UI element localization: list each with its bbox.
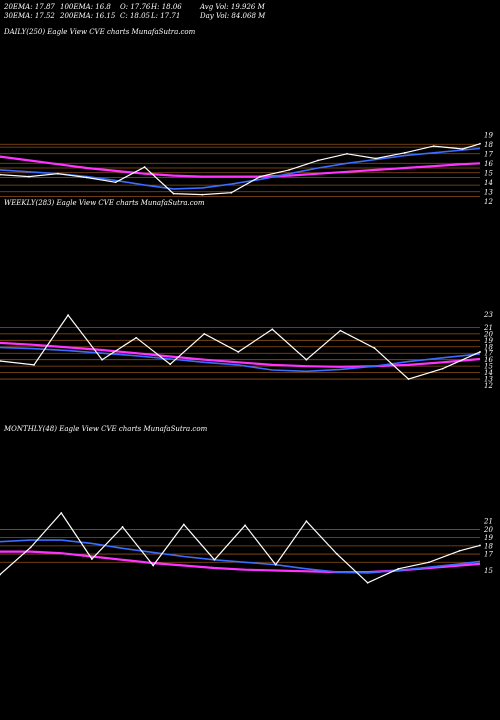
price-point (28, 175, 30, 178)
price-point (91, 558, 93, 560)
y-tick-label: 19 (484, 131, 493, 139)
y-tick-label: 18 (484, 343, 493, 351)
price-point (0, 173, 1, 176)
price-point (0, 360, 1, 362)
price-point (56, 172, 59, 175)
price-point (230, 191, 233, 194)
price-line (0, 143, 481, 196)
y-tick-label: 20 (483, 526, 493, 534)
price-point (274, 563, 277, 566)
ema-long-line (0, 155, 481, 178)
y-tick-label: 12 (484, 382, 493, 390)
low-stat: L: 17.71 (151, 12, 181, 20)
price-point (375, 157, 377, 160)
price-point (0, 573, 1, 576)
price-point (203, 332, 206, 335)
price-point (29, 546, 32, 549)
open-stat: O: 17.76 (120, 3, 151, 11)
ema-short-line (0, 539, 481, 574)
y-tick-label: 12 (484, 198, 493, 206)
price-point (305, 358, 308, 361)
ema100-stat: 100EMA: 16.8 (60, 3, 111, 11)
price-point (432, 145, 435, 148)
y-tick-label: 23 (483, 311, 493, 319)
price-point (33, 363, 35, 366)
price-point (407, 378, 410, 380)
y-tick-label: 14 (484, 369, 493, 377)
price-point (288, 169, 291, 171)
y-tick-label: 17 (484, 150, 493, 158)
price-point (121, 526, 124, 528)
y-tick-label: 16 (484, 356, 493, 364)
price-point (441, 367, 444, 370)
price-point (458, 549, 461, 552)
price-point (169, 363, 172, 366)
price-point (237, 351, 240, 353)
price-point (336, 553, 338, 555)
price-point (201, 193, 204, 196)
y-tick-label: 14 (484, 179, 493, 187)
y-tick-label: 15 (484, 567, 493, 575)
ema20-stat: 20EMA: 17.87 (4, 3, 55, 11)
price-point (143, 166, 146, 168)
price-point (244, 524, 247, 527)
price-point (172, 192, 175, 195)
price-point (114, 181, 117, 184)
ema-long-line (0, 341, 481, 368)
price-point (461, 148, 464, 150)
y-tick-label: 21 (483, 324, 493, 332)
price-point (182, 523, 185, 526)
avg-volume-stat: Avg Vol: 19.926 M (200, 3, 265, 11)
price-point (479, 142, 481, 145)
price-point (397, 567, 400, 570)
y-tick-label: 21 (483, 518, 493, 526)
y-tick-label: 13 (484, 376, 493, 384)
y-tick-label: 19 (484, 337, 493, 345)
ema-short-line (0, 147, 481, 190)
high-stat: H: 18.06 (151, 3, 182, 11)
y-tick-label: 15 (484, 363, 493, 371)
price-point (101, 358, 104, 361)
y-tick-label: 17 (484, 551, 493, 559)
price-point (85, 176, 88, 179)
price-point (373, 347, 376, 349)
price-point (479, 544, 481, 547)
price-point (259, 175, 262, 178)
ema30-stat: 30EMA: 17.52 (4, 12, 55, 20)
daily-chart-title: DAILY(250) Eagle View CVE charts MunafaS… (4, 28, 196, 36)
day-volume-stat: Day Vol: 84.068 M (200, 12, 266, 20)
ema200-stat: 200EMA: 16.15 (60, 12, 116, 20)
y-tick-label: 18 (484, 542, 493, 550)
monthly-chart-title: MONTHLY(48) Eagle View CVE charts Munafa… (4, 425, 208, 433)
price-point (271, 328, 274, 331)
price-point (339, 329, 342, 332)
price-point (152, 564, 155, 567)
y-tick-label: 13 (484, 188, 493, 196)
price-point (317, 159, 319, 162)
price-point (403, 151, 406, 154)
weekly-chart-title: WEEKLY(283) Eagle View CVE charts Munafa… (4, 199, 205, 207)
price-point (60, 512, 63, 514)
price-point (135, 336, 138, 339)
price-point (366, 581, 369, 584)
y-tick-label: 17 (484, 350, 493, 358)
price-point (67, 314, 69, 317)
y-tick-label: 15 (484, 169, 493, 177)
price-point (479, 351, 481, 353)
y-tick-label: 16 (484, 160, 493, 168)
y-tick-label: 20 (483, 330, 493, 338)
close-stat: C: 18.05 (120, 12, 150, 20)
price-point (428, 561, 430, 564)
y-tick-label: 18 (484, 141, 493, 149)
price-point (305, 520, 308, 523)
price-line (0, 512, 481, 584)
ema-short-line (0, 346, 481, 373)
y-tick-label: 19 (484, 534, 493, 542)
price-point (346, 152, 348, 155)
price-point (213, 558, 216, 561)
